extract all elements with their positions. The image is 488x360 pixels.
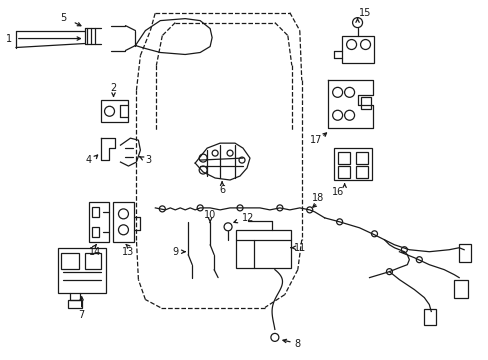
Bar xyxy=(91,227,99,237)
Text: 13: 13 xyxy=(122,247,134,257)
Text: 9: 9 xyxy=(172,247,178,257)
Text: 17: 17 xyxy=(309,135,321,145)
Bar xyxy=(360,97,370,109)
Text: 1: 1 xyxy=(6,33,12,44)
Bar xyxy=(101,100,128,122)
Bar xyxy=(84,253,101,269)
Text: 2: 2 xyxy=(110,84,117,93)
Bar xyxy=(236,230,290,268)
Bar xyxy=(355,166,367,178)
Bar xyxy=(58,248,105,293)
Bar xyxy=(424,310,435,325)
Text: 16: 16 xyxy=(331,187,343,197)
Bar xyxy=(61,253,79,269)
Text: 18: 18 xyxy=(311,193,323,203)
Bar xyxy=(67,300,81,307)
Text: 11: 11 xyxy=(293,243,305,253)
Text: 3: 3 xyxy=(145,155,151,165)
Text: 14: 14 xyxy=(88,247,101,257)
Text: 7: 7 xyxy=(79,310,84,320)
Bar xyxy=(355,152,367,164)
Text: 4: 4 xyxy=(85,155,91,165)
Bar xyxy=(91,207,99,217)
Text: 12: 12 xyxy=(241,213,254,223)
Bar xyxy=(337,166,349,178)
Bar xyxy=(453,280,467,298)
Text: 10: 10 xyxy=(203,210,216,220)
Bar xyxy=(88,202,108,242)
Bar xyxy=(458,244,470,262)
Bar xyxy=(341,36,373,63)
Bar xyxy=(112,202,134,242)
Text: 8: 8 xyxy=(294,339,300,349)
Bar xyxy=(333,148,371,180)
Text: 5: 5 xyxy=(61,13,67,23)
Bar xyxy=(337,152,349,164)
Text: 15: 15 xyxy=(359,8,371,18)
Text: 6: 6 xyxy=(219,185,224,195)
